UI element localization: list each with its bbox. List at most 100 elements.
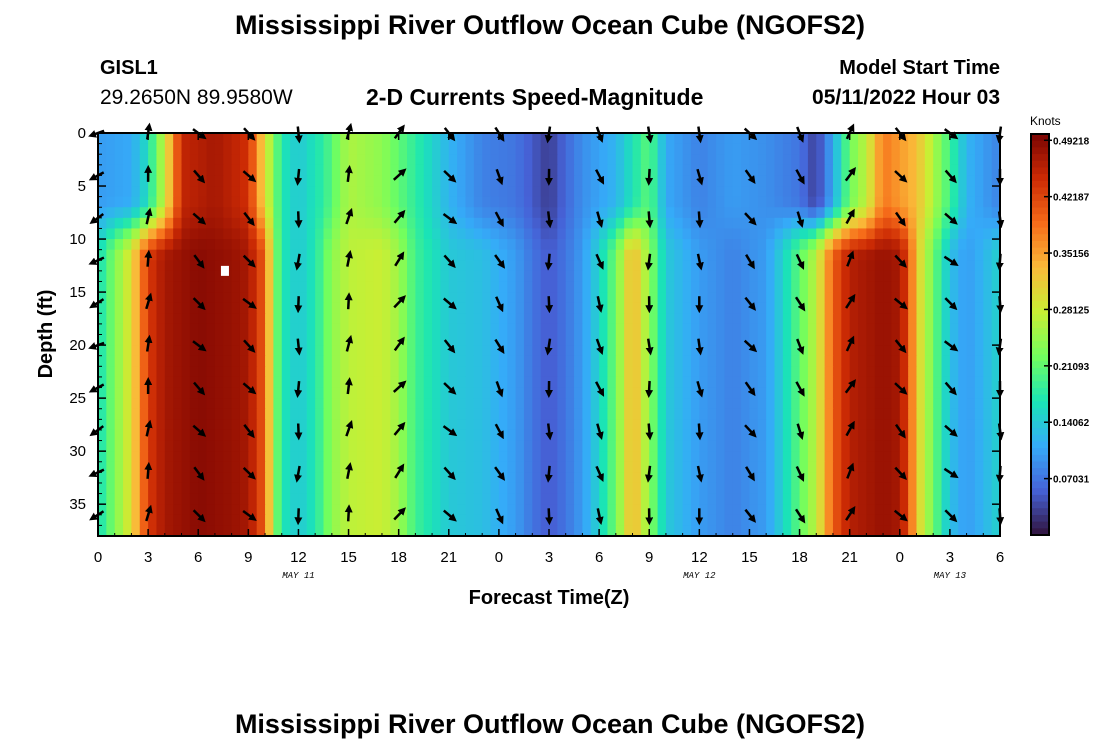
heat-cell	[256, 323, 266, 336]
heat-cell	[707, 334, 717, 346]
heat-cell	[866, 398, 876, 410]
heat-cell	[966, 493, 976, 505]
heat-cell	[699, 323, 709, 336]
heat-cell	[448, 207, 458, 219]
heat-cell	[214, 249, 224, 261]
current-arrow	[294, 253, 302, 271]
heat-cell	[908, 154, 918, 166]
heat-cell	[816, 387, 826, 399]
heat-cell	[415, 376, 425, 389]
heat-cell	[465, 366, 475, 378]
heat-cell	[457, 387, 467, 399]
heat-cell	[565, 323, 575, 336]
heat-cell	[732, 249, 742, 261]
heat-cell	[966, 398, 976, 410]
heat-cell	[732, 313, 742, 325]
heat-cell	[782, 472, 792, 484]
heat-cell	[239, 133, 249, 145]
heat-cell	[557, 366, 567, 378]
heat-cell	[924, 239, 934, 251]
heat-cell	[807, 270, 817, 283]
heat-cell	[716, 525, 725, 537]
heat-cell	[348, 355, 358, 367]
heat-cell	[381, 143, 391, 155]
heat-cell	[674, 196, 684, 208]
heat-cell	[281, 292, 291, 304]
heat-cell	[590, 323, 600, 336]
heat-cell	[899, 196, 909, 208]
heat-cell	[632, 217, 642, 230]
heat-cell	[356, 133, 366, 145]
heat-cell	[181, 260, 191, 272]
x-axis-label: Forecast Time(Z)	[469, 587, 630, 609]
heat-cell	[690, 281, 700, 293]
heat-cell	[674, 302, 684, 314]
heat-cell	[331, 525, 341, 537]
heat-cell	[440, 302, 450, 314]
heat-cell	[916, 270, 926, 283]
heat-cell	[98, 345, 107, 357]
heat-cell	[415, 270, 425, 283]
heat-cell	[557, 133, 567, 145]
heat-cell	[732, 419, 742, 431]
heat-cell	[106, 366, 116, 378]
heat-cell	[114, 270, 124, 283]
heat-cell	[741, 408, 751, 420]
heat-cell	[540, 451, 550, 463]
heat-cell	[690, 461, 700, 473]
heat-cell	[331, 239, 341, 251]
heat-cell	[924, 504, 934, 516]
heat-cell	[340, 345, 350, 357]
colorbar-segment	[1031, 207, 1049, 215]
heat-cell	[899, 313, 909, 325]
colorbar-segment	[1031, 154, 1049, 162]
heat-cell	[440, 366, 450, 378]
heat-cell	[98, 228, 107, 240]
heat-cell	[949, 366, 959, 378]
heat-cell	[791, 355, 801, 367]
heat-cell	[98, 217, 107, 230]
heat-cell	[557, 249, 567, 261]
heat-cell	[807, 292, 817, 304]
heat-cell	[356, 440, 366, 452]
heat-cell	[724, 334, 734, 346]
heat-cell	[624, 196, 634, 208]
heat-cell	[665, 292, 675, 304]
heat-cell	[832, 154, 842, 166]
heat-cell	[348, 514, 358, 526]
heat-cell	[407, 376, 416, 389]
heat-cell	[774, 366, 784, 378]
heat-cell	[883, 133, 893, 145]
heat-cell	[315, 154, 325, 166]
heat-cell	[674, 482, 684, 495]
heat-cell	[189, 525, 199, 537]
heat-cell	[624, 355, 634, 367]
heat-cell	[991, 408, 1001, 420]
heat-cell	[874, 239, 884, 251]
heat-cell	[448, 355, 458, 367]
heat-cell	[991, 323, 1001, 336]
heat-cell	[223, 355, 233, 367]
heat-cell	[423, 143, 433, 155]
heat-cell	[365, 504, 375, 516]
heat-cell	[908, 270, 918, 283]
current-arrow	[645, 380, 654, 398]
heat-cell	[590, 493, 600, 505]
heat-cell	[674, 249, 684, 261]
heatmap-cells	[98, 133, 1001, 537]
heat-cell	[832, 228, 842, 240]
heat-cell	[991, 143, 1001, 155]
heat-cell	[515, 143, 525, 155]
heat-cell	[624, 164, 634, 177]
heat-cell	[741, 302, 751, 314]
heat-cell	[774, 164, 784, 177]
heat-cell	[991, 270, 1001, 283]
colorbar-segment	[1031, 381, 1049, 389]
heat-cell	[991, 429, 1001, 442]
heat-cell	[189, 133, 199, 145]
heat-cell	[256, 440, 266, 452]
current-arrow	[695, 338, 704, 356]
heat-cell	[983, 440, 993, 452]
heat-cell	[540, 504, 550, 516]
heat-cell	[381, 228, 391, 240]
